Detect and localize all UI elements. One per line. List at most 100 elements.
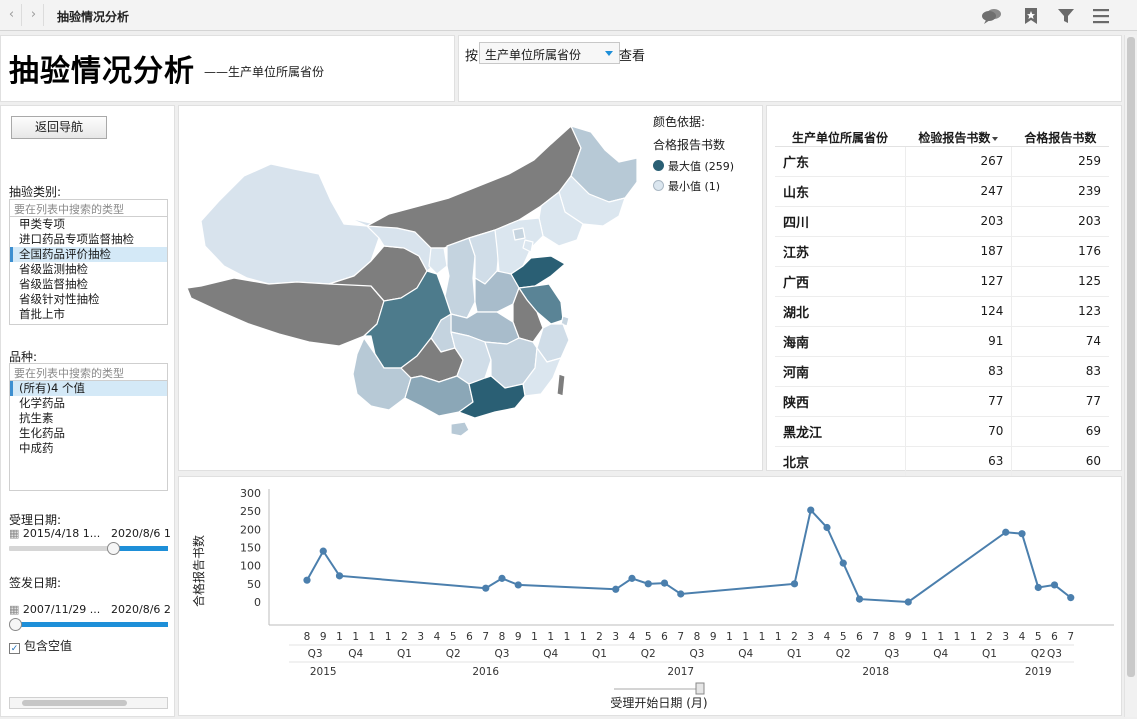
table-row[interactable]: 北京 63 60 xyxy=(775,446,1109,477)
receive-date-slider[interactable] xyxy=(9,542,168,555)
month-tick-label: 3 xyxy=(1002,631,1009,643)
data-point xyxy=(628,574,636,582)
province-cell: 四川 xyxy=(775,206,906,237)
year-label: 2016 xyxy=(472,666,499,678)
back-to-nav-button[interactable]: 返回导航 xyxy=(11,116,107,139)
province-cell: 陕西 xyxy=(775,386,906,417)
quarter-label: Q1 xyxy=(982,648,997,660)
category-item[interactable]: 首批上市 xyxy=(19,307,65,321)
quarter-label: Q3 xyxy=(495,648,510,660)
table-row[interactable]: 海南 91 74 xyxy=(775,326,1109,357)
variety-item[interactable]: 抗生素 xyxy=(19,411,54,425)
issue-slider-handle[interactable] xyxy=(9,618,22,631)
category-search-input[interactable]: 要在列表中搜索的类型 xyxy=(9,199,168,217)
legend-min-label: 最小值 (1) xyxy=(668,180,721,193)
data-point xyxy=(823,523,831,532)
month-tick-label: 1 xyxy=(937,631,944,643)
table-row[interactable]: 黑龙江 70 69 xyxy=(775,416,1109,447)
data-point xyxy=(644,580,652,588)
include-null-checkbox[interactable]: ✓ 包含空值 xyxy=(9,637,72,654)
horizontal-scrollbar[interactable] xyxy=(9,697,168,709)
comment-icon[interactable] xyxy=(981,5,1003,27)
month-tick-label: 5 xyxy=(840,631,847,643)
data-point xyxy=(660,579,669,587)
quarter-label: Q4 xyxy=(348,648,363,660)
category-item-selected[interactable]: 全国药品评价抽检 xyxy=(10,247,167,262)
legend-min: 最小值 (1) xyxy=(653,178,720,194)
category-item[interactable]: 进口药品专项监督抽检 xyxy=(19,232,134,246)
qualified-cell: 77 xyxy=(1011,386,1109,417)
legend-min-swatch xyxy=(653,180,664,191)
view-by-dropdown[interactable]: 生产单位所属省份 xyxy=(479,42,620,64)
table-row[interactable]: 四川 203 203 xyxy=(775,206,1109,237)
receive-start-date: 2015/4/18 1... xyxy=(22,527,101,540)
back-nav-icon[interactable]: ‹ xyxy=(2,4,22,26)
variety-item[interactable]: 化学药品 xyxy=(19,396,65,410)
quarter-label: Q4 xyxy=(543,648,558,660)
sort-desc-icon[interactable] xyxy=(992,136,999,141)
scrollbar-thumb[interactable] xyxy=(1127,37,1135,677)
region-heilongjiang xyxy=(570,125,638,203)
quarter-label: Q1 xyxy=(397,648,412,660)
table-row[interactable]: 湖北 124 123 xyxy=(775,296,1109,327)
month-tick-label: 7 xyxy=(482,631,489,643)
vertical-scrollbar[interactable] xyxy=(1124,35,1137,717)
reports-cell: 77 xyxy=(905,386,1013,417)
category-item[interactable]: 省级监测抽检 xyxy=(19,262,88,276)
variety-search-input[interactable]: 要在列表中搜索的类型 xyxy=(9,363,168,381)
issue-date-slider[interactable] xyxy=(9,618,168,631)
month-tick-label: 1 xyxy=(921,631,928,643)
variety-list: (所有)4 个值 化学药品 抗生素 生化药品 中成药 xyxy=(9,381,168,491)
quarter-label: Q4 xyxy=(738,648,753,660)
include-null-label: 包含空值 xyxy=(24,639,73,653)
bookmark-icon[interactable] xyxy=(1020,5,1042,27)
quarter-label: Q2 xyxy=(836,648,851,660)
column-header-province[interactable]: 生产单位所属省份 xyxy=(775,114,905,147)
region-shaanxi xyxy=(444,237,476,319)
region-liaoning xyxy=(538,191,584,247)
receive-slider-fill xyxy=(119,546,168,551)
variety-item[interactable]: 中成药 xyxy=(19,441,54,455)
issue-date-range: ▦ 2007/11/29 ... xyxy=(9,603,100,616)
category-item[interactable]: 省级针对性抽检 xyxy=(19,292,100,306)
month-tick-label: 2 xyxy=(401,631,408,643)
table-row[interactable]: 江苏 187 176 xyxy=(775,236,1109,267)
china-choropleth-map[interactable] xyxy=(179,106,649,472)
x-axis-label: 受理开始日期 (月) xyxy=(610,696,707,710)
category-item[interactable]: 甲类专项 xyxy=(19,217,65,231)
y-tick-label: 250 xyxy=(240,505,261,518)
column-header-qualified[interactable]: 合格报告书数 xyxy=(1011,114,1109,147)
month-tick-label: 1 xyxy=(970,631,977,643)
table-row[interactable]: 河南 83 83 xyxy=(775,356,1109,387)
legend-measure: 合格报告书数 xyxy=(653,138,726,152)
data-point xyxy=(677,590,685,598)
receive-slider-handle[interactable] xyxy=(107,542,120,555)
table-row[interactable]: 广西 127 125 xyxy=(775,266,1109,297)
table-row[interactable]: 山东 247 239 xyxy=(775,176,1109,207)
calendar-icon[interactable]: ▦ xyxy=(9,527,20,540)
column-header-reports[interactable]: 检验报告书数 xyxy=(905,114,1012,147)
month-tick-label: 1 xyxy=(547,631,554,643)
variety-item[interactable]: 生化药品 xyxy=(19,426,65,440)
category-item[interactable]: 省级监督抽检 xyxy=(19,277,88,291)
table-row[interactable]: 广东 267 259 xyxy=(775,146,1109,177)
filter-icon[interactable] xyxy=(1055,5,1077,27)
variety-item-selected[interactable]: (所有)4 个值 xyxy=(10,381,167,396)
calendar-icon[interactable]: ▦ xyxy=(9,603,20,616)
table-row[interactable]: 陕西 77 77 xyxy=(775,386,1109,417)
view-by-suffix: 查看 xyxy=(619,49,646,64)
data-point xyxy=(1002,528,1010,536)
menu-icon[interactable] xyxy=(1090,5,1112,27)
view-by-panel: 按 生产单位所属省份 查看 xyxy=(458,35,1122,102)
month-tick-label: 1 xyxy=(954,631,961,643)
year-label: 2017 xyxy=(667,666,694,678)
quarter-label: Q2 xyxy=(641,648,656,660)
chevron-down-icon xyxy=(605,51,613,56)
forward-nav-icon[interactable]: › xyxy=(24,4,44,26)
region-hainan xyxy=(450,421,470,437)
province-cell: 黑龙江 xyxy=(775,416,906,447)
receive-date-range: ▦ 2015/4/18 1... xyxy=(9,527,100,540)
month-tick-label: 5 xyxy=(1035,631,1042,643)
scrollbar-thumb[interactable] xyxy=(22,700,127,706)
